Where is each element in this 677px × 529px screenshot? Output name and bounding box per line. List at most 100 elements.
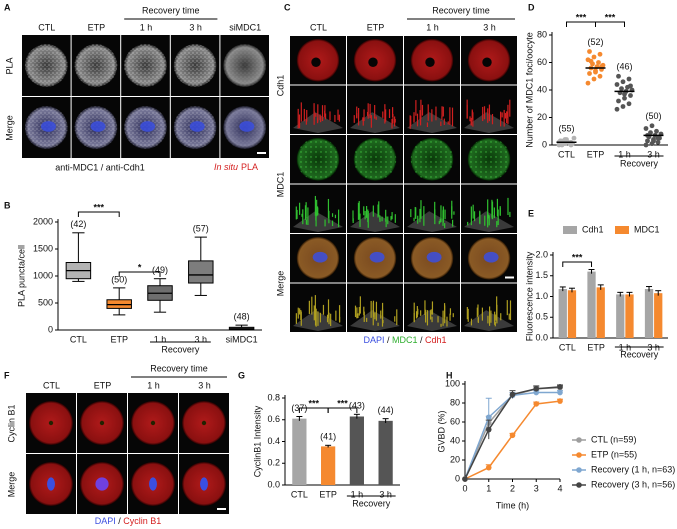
significance-bracket <box>562 261 593 267</box>
legend-label: ETP (n=55) <box>591 449 637 459</box>
data-point <box>651 138 656 144</box>
data-point <box>568 142 574 148</box>
panel-label: F <box>4 370 10 380</box>
y-tick-label: 500 <box>38 297 53 307</box>
data-point <box>655 135 661 141</box>
bar <box>378 420 393 485</box>
data-point <box>557 398 563 404</box>
legend-marker <box>576 437 582 443</box>
data-point <box>485 426 492 433</box>
panel-label: C <box>284 2 291 12</box>
data-point <box>620 104 626 109</box>
panel-label: A <box>4 2 11 12</box>
n-label: (50) <box>645 111 661 121</box>
data-point <box>593 69 598 75</box>
bar <box>567 290 577 338</box>
nucleus <box>150 420 156 426</box>
data-point <box>509 391 516 398</box>
caption: In situ PLA <box>214 162 258 172</box>
row-label: Merge <box>4 115 14 141</box>
y-tick-label: 40 <box>537 84 547 94</box>
caption-part: MDC1 <box>392 335 418 345</box>
x-tick-label: 4 <box>557 483 562 493</box>
box <box>188 260 214 284</box>
row-label: Cdh1 <box>275 75 285 97</box>
y-tick-label: 80 <box>537 29 547 39</box>
data-point <box>655 139 661 145</box>
data-point <box>628 83 633 89</box>
y-tick-label: 20 <box>537 112 547 122</box>
x-tick-label: 3 h <box>379 489 392 499</box>
caption: DAPI / MDC1 / Cdh1 <box>363 335 446 345</box>
data-point <box>619 86 624 92</box>
caption-part: Cdh1 <box>425 335 447 345</box>
data-point <box>614 106 620 112</box>
x-tick-label: CTL <box>558 149 575 159</box>
bar <box>644 289 654 338</box>
x-tick-label: CTL <box>559 342 576 352</box>
significance-bracket <box>77 211 120 217</box>
dapi-signal <box>90 121 106 132</box>
data-point <box>585 80 591 86</box>
significance-label: *** <box>308 398 319 408</box>
column-label: ETP <box>94 380 112 390</box>
y-tick-label: 2.0 <box>535 249 548 259</box>
dapi-signal <box>312 251 328 263</box>
y-tick-label: 0 <box>542 139 547 149</box>
dapi-signal <box>189 121 205 132</box>
data-point <box>591 76 597 82</box>
caption-part: DAPI <box>363 335 384 345</box>
caption: anti-MDC1 / anti-Cdh1 <box>55 162 145 172</box>
y-tick-label: 0.8 <box>267 392 280 402</box>
significance-label: * <box>138 262 142 272</box>
row-label: Merge <box>275 271 285 297</box>
x-tick-label: CTL <box>291 489 308 499</box>
column-label: 1 h <box>426 22 439 32</box>
surface-floor <box>350 112 400 133</box>
x-tick-label: 3 <box>534 483 539 493</box>
nucleus <box>99 420 105 426</box>
y-tick-label: 2000 <box>33 216 53 226</box>
y-axis-label: Fluorescence intensity <box>524 251 534 341</box>
n-label: (46) <box>616 62 632 72</box>
panel-label: D <box>528 2 535 12</box>
nucleus <box>368 57 378 67</box>
y-axis-label: Number of MDC1 foci/oocyte <box>524 32 534 148</box>
dapi-signal <box>140 121 156 132</box>
data-point <box>622 95 627 101</box>
caption-part: PLA <box>241 162 258 172</box>
caption: DAPI / Cyclin B1 <box>95 516 162 526</box>
n-label: (37) <box>291 403 307 413</box>
legend-marker <box>576 452 582 458</box>
row-label: MDC1 <box>275 172 285 198</box>
panel-label: H <box>446 370 453 380</box>
significance-label: *** <box>572 252 583 262</box>
panel-label: E <box>528 208 534 218</box>
caption-part: Cyclin B1 <box>123 516 161 526</box>
x-tick-label: ETP <box>587 149 605 159</box>
column-label: 1 h <box>140 22 153 32</box>
column-label: 3 h <box>189 22 202 32</box>
n-label: (52) <box>587 37 603 47</box>
significance-label: *** <box>337 398 348 408</box>
pla-signal <box>24 44 68 87</box>
dapi-signal <box>40 121 56 132</box>
panel-label: G <box>238 370 245 380</box>
row-label: Merge <box>6 472 16 498</box>
data-point <box>626 76 632 82</box>
pla-signal <box>124 44 167 87</box>
data-point <box>587 49 592 54</box>
n-label: (43) <box>349 401 365 411</box>
data-point <box>616 73 621 79</box>
y-tick-label: 0 <box>455 473 460 483</box>
column-label: siMDC1 <box>229 22 261 32</box>
column-label: CTL <box>43 380 60 390</box>
nucleus <box>482 57 492 67</box>
y-axis-label: PLA puncta/cell <box>16 245 26 307</box>
legend-label: CTL (n=59) <box>591 434 636 444</box>
y-tick-label: 80 <box>450 397 460 407</box>
significance-label: *** <box>576 12 587 22</box>
data-point <box>616 98 621 104</box>
y-tick-label: 0.4 <box>267 436 280 446</box>
